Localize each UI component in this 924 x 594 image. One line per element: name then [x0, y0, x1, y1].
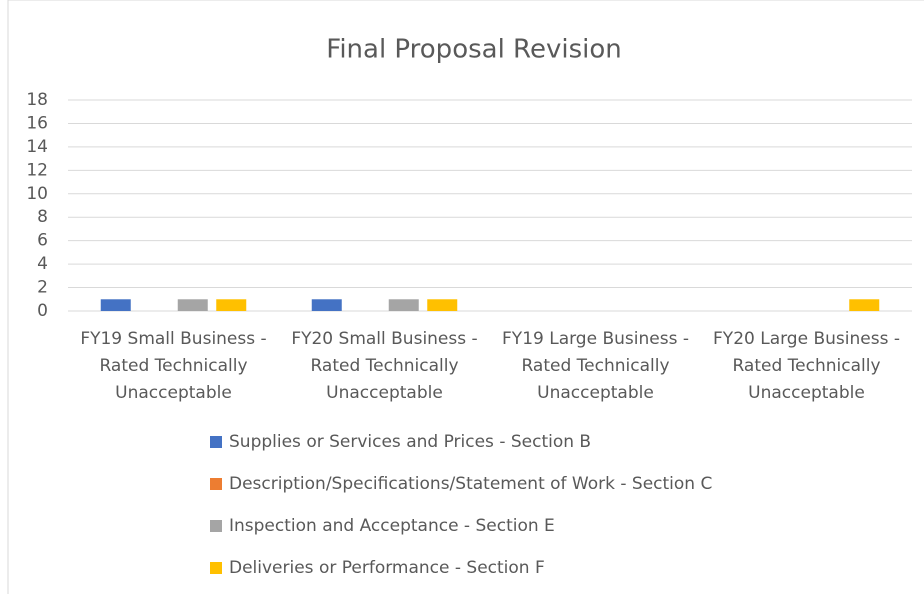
bar: [849, 299, 880, 311]
y-tick-label: 6: [37, 231, 48, 251]
legend-label: Supplies or Services and Prices - Sectio…: [229, 432, 592, 452]
x-tick-label: FY19 Small Business - Rated Technically …: [80, 329, 267, 403]
legend-item: Supplies or Services and Prices - Sectio…: [210, 432, 591, 452]
legend-item: Description/Specifications/Statement of …: [210, 474, 712, 494]
x-tick-label: FY20 Small Business - Rated Technically …: [291, 329, 478, 403]
bar: [427, 299, 458, 311]
x-tick-label: FY20 Large Business - Rated Technically …: [713, 329, 900, 403]
chart-title: Final Proposal Revision: [326, 35, 621, 65]
y-tick-label: 8: [37, 207, 48, 227]
legend-label: Inspection and Acceptance - Section E: [229, 516, 555, 536]
y-tick-label: 4: [37, 254, 48, 274]
x-tick-label: FY19 Large Business - Rated Technically …: [502, 329, 689, 403]
y-tick-label: 18: [26, 90, 48, 110]
bar: [216, 299, 247, 311]
bar: [100, 299, 131, 311]
bar: [388, 299, 419, 311]
legend-swatch: [210, 562, 222, 574]
legend-label: Deliveries or Performance - Section F: [229, 558, 545, 578]
legend-swatch: [210, 520, 222, 532]
y-tick-label: 16: [26, 113, 48, 133]
y-tick-label: 2: [37, 278, 48, 298]
legend-swatch: [210, 436, 222, 448]
y-tick-label: 12: [26, 160, 48, 180]
legend-label: Description/Specifications/Statement of …: [229, 474, 713, 494]
chart-border: [7, 0, 924, 594]
bar: [177, 299, 208, 311]
legend-swatch: [210, 478, 222, 490]
y-tick-label: 0: [37, 301, 48, 321]
y-tick-label: 10: [26, 184, 48, 204]
legend-item: Deliveries or Performance - Section F: [210, 558, 545, 578]
legend-item: Inspection and Acceptance - Section E: [210, 516, 555, 536]
bar: [311, 299, 342, 311]
y-tick-label: 14: [26, 137, 48, 157]
